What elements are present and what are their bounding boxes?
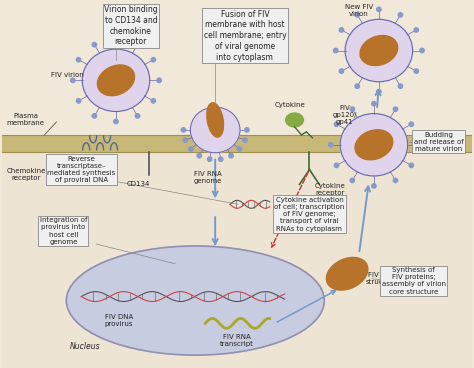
Circle shape <box>183 138 188 142</box>
Circle shape <box>243 138 247 142</box>
Circle shape <box>334 122 339 126</box>
Ellipse shape <box>340 114 408 176</box>
Circle shape <box>136 42 140 47</box>
Text: Fusion of FIV
membrane with host
cell membrane; entry
of viral genome
into cytop: Fusion of FIV membrane with host cell me… <box>204 10 286 62</box>
Bar <box>2 135 472 368</box>
Text: Chemokine
receptor: Chemokine receptor <box>7 168 46 181</box>
Circle shape <box>409 163 413 167</box>
Circle shape <box>136 114 140 118</box>
Text: FIV
gp120/
gp41: FIV gp120/ gp41 <box>332 105 357 125</box>
Ellipse shape <box>327 257 368 290</box>
Circle shape <box>114 37 118 41</box>
Text: Nucleus: Nucleus <box>69 342 100 351</box>
Text: Virion binding
to CD134 and
chemokine
receptor: Virion binding to CD134 and chemokine re… <box>104 5 158 46</box>
Text: New FIV
virion: New FIV virion <box>345 4 373 17</box>
Circle shape <box>92 114 97 118</box>
Ellipse shape <box>345 20 412 82</box>
Circle shape <box>76 57 81 62</box>
Circle shape <box>151 99 155 103</box>
Text: Plasma
membrane: Plasma membrane <box>7 113 45 127</box>
Text: FIV RNA
transcript: FIV RNA transcript <box>220 334 254 347</box>
Circle shape <box>372 102 376 106</box>
Circle shape <box>151 57 155 62</box>
Circle shape <box>229 153 233 158</box>
Text: Synthesis of
FIV proteins;
assembly of virion
core structure: Synthesis of FIV proteins; assembly of v… <box>382 267 446 294</box>
Text: Cytokine activation
of cell; transcription
of FIV genome;
transport of viral
RNA: Cytokine activation of cell; transcripti… <box>274 197 345 232</box>
Text: FIV virion: FIV virion <box>52 72 84 78</box>
Circle shape <box>114 119 118 124</box>
Circle shape <box>372 184 376 188</box>
Circle shape <box>420 48 424 53</box>
Circle shape <box>189 147 193 151</box>
Circle shape <box>71 78 75 82</box>
Circle shape <box>355 13 359 17</box>
Circle shape <box>414 69 419 73</box>
Text: Cytokine
receptor: Cytokine receptor <box>314 183 345 196</box>
Ellipse shape <box>286 113 303 127</box>
Circle shape <box>197 153 201 158</box>
Circle shape <box>355 84 359 88</box>
Text: Cytokine: Cytokine <box>275 102 305 108</box>
Circle shape <box>393 178 398 183</box>
Circle shape <box>328 142 333 147</box>
Text: FIV DNA
provirus: FIV DNA provirus <box>105 314 133 327</box>
Circle shape <box>334 163 339 167</box>
Circle shape <box>377 7 381 11</box>
Circle shape <box>415 142 419 147</box>
Bar <box>2 135 472 152</box>
Circle shape <box>76 99 81 103</box>
Circle shape <box>398 13 402 17</box>
Circle shape <box>398 84 402 88</box>
Bar <box>2 3 472 135</box>
Text: FIV core
structure: FIV core structure <box>366 272 398 285</box>
Text: CD134: CD134 <box>127 181 150 187</box>
Circle shape <box>334 48 338 53</box>
Text: FIV RNA
genome: FIV RNA genome <box>194 171 222 184</box>
Circle shape <box>181 128 186 132</box>
Circle shape <box>350 107 355 112</box>
Text: Reverse
transcriptase–
mediated synthesis
of proviral DNA: Reverse transcriptase– mediated synthesi… <box>47 156 115 184</box>
Ellipse shape <box>355 130 393 160</box>
Circle shape <box>414 28 419 32</box>
Circle shape <box>219 157 223 162</box>
Circle shape <box>208 157 212 162</box>
Circle shape <box>393 107 398 112</box>
Ellipse shape <box>360 36 398 66</box>
Circle shape <box>237 147 242 151</box>
Circle shape <box>339 28 344 32</box>
Ellipse shape <box>97 65 135 96</box>
Circle shape <box>339 69 344 73</box>
Circle shape <box>409 122 413 126</box>
Ellipse shape <box>191 107 240 153</box>
Text: Integration of
provirus into
host cell
genome: Integration of provirus into host cell g… <box>40 217 87 245</box>
Circle shape <box>377 89 381 94</box>
Circle shape <box>92 42 97 47</box>
Circle shape <box>350 178 355 183</box>
Ellipse shape <box>207 103 224 137</box>
Ellipse shape <box>66 246 324 355</box>
Text: Budding
and release of
mature virion: Budding and release of mature virion <box>413 131 463 152</box>
Circle shape <box>157 78 161 82</box>
Circle shape <box>245 128 249 132</box>
Ellipse shape <box>82 49 150 112</box>
